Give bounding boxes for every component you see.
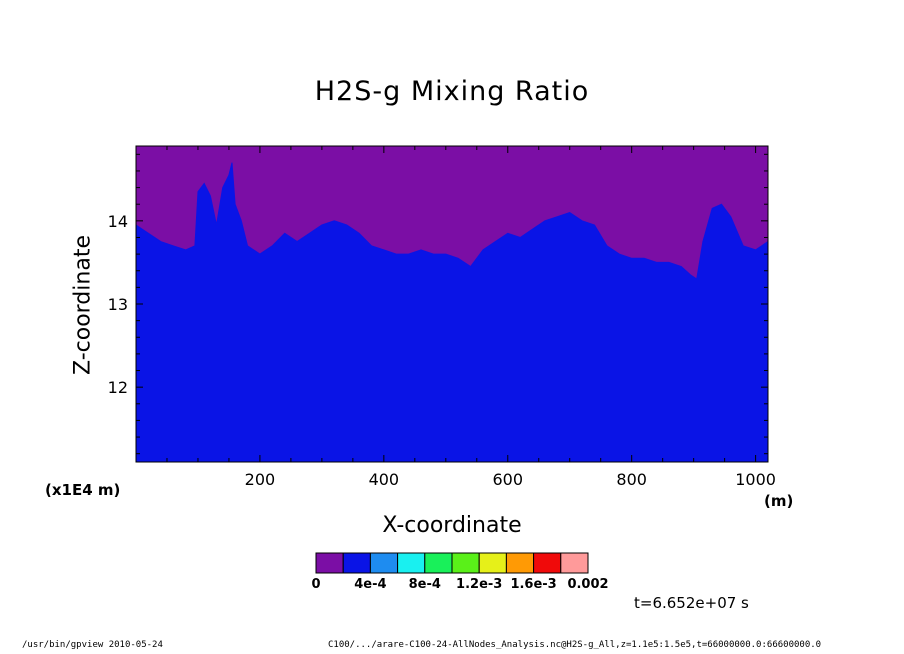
y-tick-label: 12	[108, 378, 128, 397]
colorbar-swatch	[369, 552, 399, 574]
colorbar-swatch	[560, 552, 589, 574]
colorbar-label: 1.6e-3	[510, 577, 557, 592]
x-tick-label: 400	[369, 470, 400, 489]
colorbar-label: 8e-4	[408, 577, 441, 592]
colorbar-swatch	[533, 552, 562, 574]
x-tick-label: 800	[616, 470, 647, 489]
time-label: t=6.652e+07 s	[634, 594, 749, 612]
x-tick-label: 1000	[735, 470, 776, 489]
y-tick-label: 14	[108, 212, 128, 231]
colorbar-swatch	[505, 552, 535, 574]
colorbar-label: 1.2e-3	[456, 577, 503, 592]
colorbar-swatch	[451, 552, 480, 574]
colorbar-swatch	[424, 552, 453, 574]
region-high-value	[135, 162, 769, 463]
colorbar-label: 4e-4	[354, 577, 387, 592]
footer-left: /usr/bin/gpview 2010-05-24	[22, 640, 163, 650]
x-tick-label: 600	[492, 470, 523, 489]
y-axis-label: Z-coordinate	[70, 235, 96, 375]
colorbar-label: 0.002	[567, 577, 609, 592]
footer-right: C100/.../arare-C100-24-AllNodes_Analysis…	[328, 640, 822, 650]
x-axis-label: X-coordinate	[382, 513, 522, 538]
x-axis-unit: (m)	[764, 492, 794, 510]
colorbar-swatch	[397, 552, 426, 574]
colorbar-label: 0	[311, 577, 321, 592]
x-tick-label: 200	[245, 470, 276, 489]
y-tick-label: 13	[108, 295, 128, 314]
y-axis-unit: (x1E4 m)	[45, 481, 121, 499]
chart-title: H2S-g Mixing Ratio	[314, 76, 590, 107]
colorbar-swatch	[342, 552, 371, 574]
colorbar-swatch	[315, 552, 344, 574]
colorbar-swatch	[478, 552, 507, 574]
